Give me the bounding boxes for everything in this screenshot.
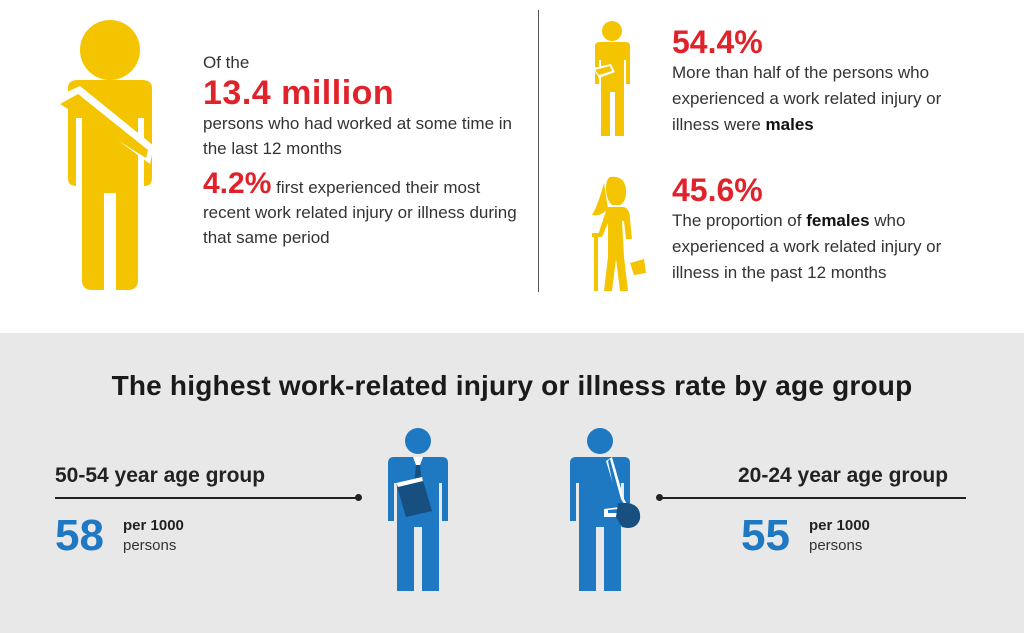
- right-rate-unit2: persons: [809, 537, 863, 554]
- left-rate-unit: per 1000: [123, 517, 184, 534]
- female-bold-word: females: [806, 211, 870, 230]
- top-panel: [0, 0, 1024, 333]
- male-arm-sling-icon: [593, 21, 630, 136]
- first-experienced-pct: 4.2%: [203, 167, 272, 200]
- left-rate-unit2: persons: [123, 537, 177, 554]
- person-with-sling-icon: [58, 20, 154, 290]
- male-desc: More than half of the persons who experi…: [672, 63, 942, 134]
- right-pointer-dot: [656, 494, 663, 501]
- intro-text: Of the: [203, 53, 250, 72]
- headline-stat-block: Of the 13.4 million persons who had work…: [203, 50, 523, 250]
- female-desc-before: The proportion of: [672, 211, 802, 230]
- first-experienced-desc: first experienced their most recent work…: [203, 178, 517, 247]
- age-group-right-label: 20-24 year age group: [738, 464, 949, 487]
- person-with-arm-sling-icon: [570, 428, 641, 591]
- total-persons-desc: persons who had worked at some time in t…: [203, 114, 512, 158]
- total-persons-value: 13.4 million: [203, 74, 395, 112]
- vertical-divider: [538, 10, 539, 292]
- female-stat-block: 45.6% The proportion of females who expe…: [672, 172, 992, 286]
- bottom-panel: [0, 333, 1024, 633]
- right-rate-unit: per 1000: [809, 517, 870, 534]
- right-pointer-line: [660, 497, 966, 499]
- left-pointer-dot: [355, 494, 362, 501]
- right-rate-value: 55: [741, 511, 790, 560]
- first-experienced-line: 4.2% first experienced their most recent…: [203, 169, 523, 250]
- male-pct: 54.4%: [672, 24, 763, 60]
- left-pointer-line: [55, 497, 358, 499]
- businessman-with-folder-icon: [388, 428, 448, 591]
- age-group-left-label: 50-54 year age group: [55, 464, 266, 487]
- section-title: The highest work-related injury or illne…: [111, 370, 913, 401]
- left-rate-value: 58: [55, 511, 104, 560]
- male-bold-word: males: [765, 115, 814, 134]
- female-desc-after: who experienced a work related injury or…: [672, 211, 942, 282]
- female-crutch-icon: [592, 176, 646, 291]
- male-stat-block: 54.4% More than half of the persons who …: [672, 24, 992, 138]
- female-pct: 45.6%: [672, 172, 763, 208]
